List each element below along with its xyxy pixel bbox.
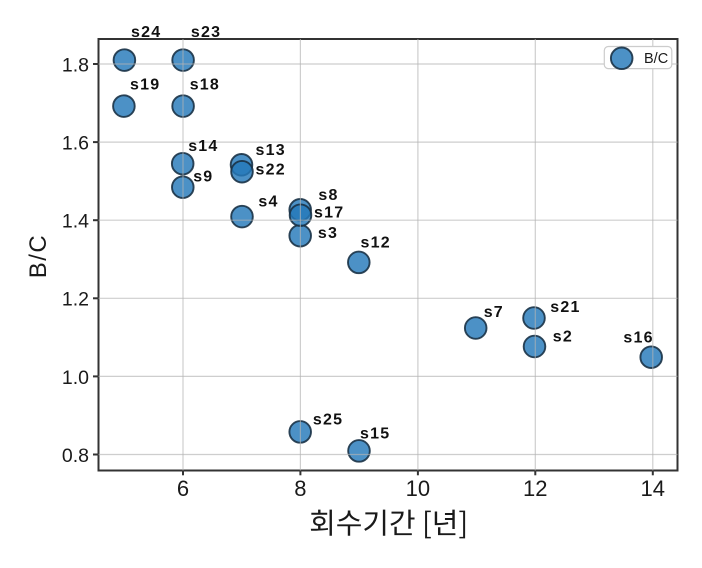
svg-text:s4: s4: [258, 193, 278, 210]
svg-text:12: 12: [523, 476, 547, 501]
svg-text:1.0: 1.0: [62, 367, 89, 389]
svg-text:s21: s21: [550, 299, 580, 316]
svg-text:s14: s14: [188, 138, 218, 155]
svg-text:s7: s7: [484, 304, 504, 321]
svg-text:B/C: B/C: [644, 51, 668, 67]
svg-text:s25: s25: [313, 411, 343, 428]
svg-text:6: 6: [177, 476, 189, 501]
svg-text:s12: s12: [361, 235, 391, 252]
svg-text:s16: s16: [623, 330, 653, 347]
svg-text:s22: s22: [256, 161, 286, 178]
svg-text:14: 14: [641, 476, 665, 501]
svg-text:1.8: 1.8: [62, 54, 89, 76]
svg-text:s8: s8: [318, 187, 338, 204]
svg-text:s15: s15: [360, 425, 390, 442]
svg-text:1.4: 1.4: [62, 211, 89, 233]
svg-text:s3: s3: [318, 225, 338, 242]
svg-text:s24: s24: [131, 24, 161, 41]
svg-text:B/C: B/C: [25, 234, 52, 279]
svg-text:s18: s18: [190, 77, 220, 94]
svg-text:s17: s17: [314, 204, 344, 221]
svg-text:s23: s23: [191, 24, 221, 41]
svg-text:s9: s9: [193, 169, 213, 186]
svg-text:s19: s19: [130, 77, 160, 94]
svg-text:1.6: 1.6: [62, 133, 89, 155]
svg-text:0.8: 0.8: [62, 445, 89, 467]
svg-text:10: 10: [406, 476, 430, 501]
svg-text:s13: s13: [256, 142, 286, 159]
svg-text:1.2: 1.2: [62, 289, 89, 311]
svg-text:s2: s2: [553, 328, 573, 345]
svg-text:8: 8: [294, 476, 306, 501]
